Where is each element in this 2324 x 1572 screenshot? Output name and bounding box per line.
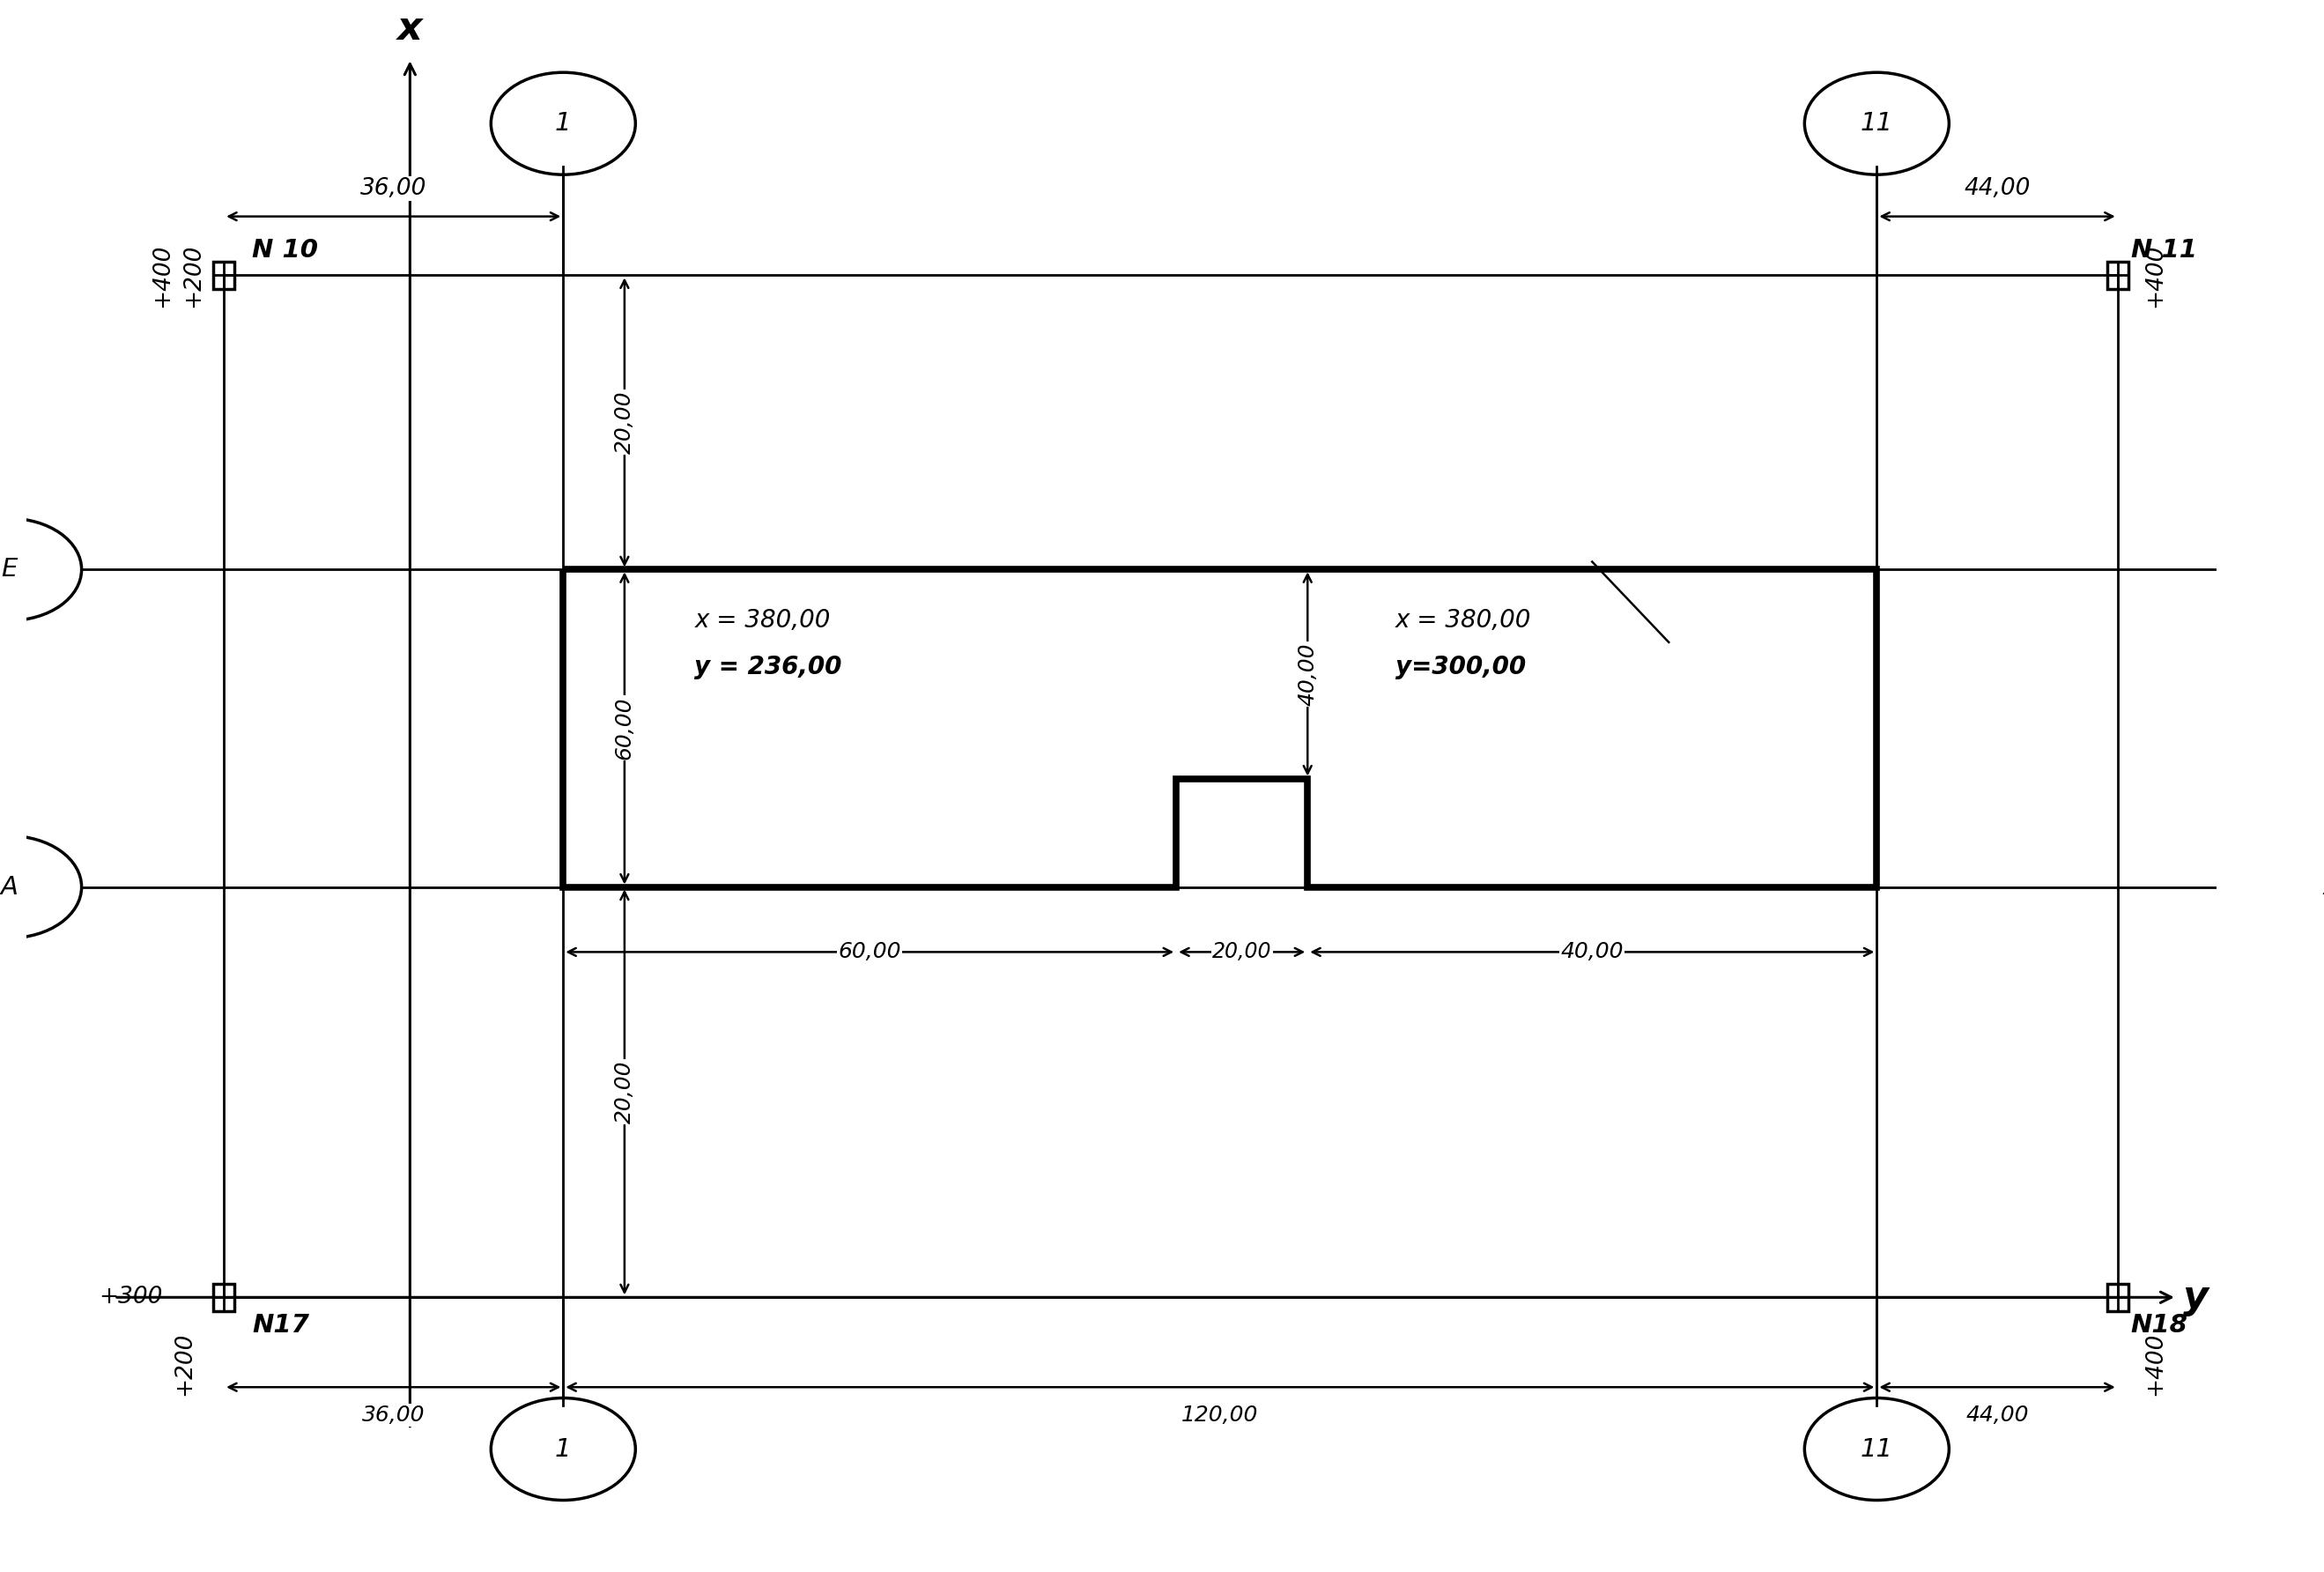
Circle shape — [1803, 72, 1950, 174]
Text: 44,00: 44,00 — [1964, 178, 2031, 200]
Text: 36,00: 36,00 — [363, 1404, 425, 1426]
Text: N 11: N 11 — [2131, 239, 2196, 263]
Text: y = 236,00: y = 236,00 — [695, 654, 841, 679]
Bar — [2108, 1284, 2129, 1311]
Text: +400: +400 — [151, 244, 174, 307]
Text: +300: +300 — [100, 1286, 163, 1309]
Circle shape — [1803, 1398, 1950, 1500]
Text: 20,00: 20,00 — [614, 1061, 634, 1124]
Text: 44,00: 44,00 — [1966, 1404, 2029, 1426]
Text: 1: 1 — [555, 112, 572, 135]
Text: N 10: N 10 — [253, 239, 318, 263]
Bar — [214, 1284, 235, 1311]
Text: 60,00: 60,00 — [614, 696, 634, 759]
Bar — [2108, 261, 2129, 289]
Text: x: x — [397, 9, 423, 47]
Circle shape — [490, 1398, 634, 1500]
Text: 11: 11 — [1862, 1437, 1894, 1462]
Circle shape — [0, 519, 81, 621]
Text: 20,00: 20,00 — [614, 391, 634, 454]
Text: 120,00: 120,00 — [1181, 1404, 1260, 1426]
Text: E: E — [2, 556, 16, 582]
Circle shape — [0, 836, 81, 938]
Text: N17: N17 — [253, 1313, 309, 1338]
Text: y=300,00: y=300,00 — [1394, 654, 1525, 679]
Text: 20,00: 20,00 — [1213, 942, 1271, 962]
Text: 40,00: 40,00 — [1297, 643, 1318, 706]
Text: A: A — [0, 874, 19, 899]
Text: +200: +200 — [172, 1331, 195, 1396]
Text: 60,00: 60,00 — [839, 942, 902, 962]
Text: x = 380,00: x = 380,00 — [1394, 608, 1532, 634]
Text: y: y — [2182, 1278, 2208, 1316]
Text: +200: +200 — [181, 244, 205, 307]
Circle shape — [2259, 836, 2324, 938]
Circle shape — [490, 72, 634, 174]
Text: N18: N18 — [2131, 1313, 2187, 1338]
Text: x = 380,00: x = 380,00 — [695, 608, 830, 634]
Text: 36,00: 36,00 — [360, 178, 428, 200]
Text: 11: 11 — [1862, 112, 1894, 135]
Text: +400: +400 — [2143, 1331, 2166, 1396]
Circle shape — [2259, 519, 2324, 621]
Bar — [214, 261, 235, 289]
Text: 1: 1 — [555, 1437, 572, 1462]
Text: +400: +400 — [2143, 244, 2166, 307]
Text: 40,00: 40,00 — [1562, 942, 1624, 962]
